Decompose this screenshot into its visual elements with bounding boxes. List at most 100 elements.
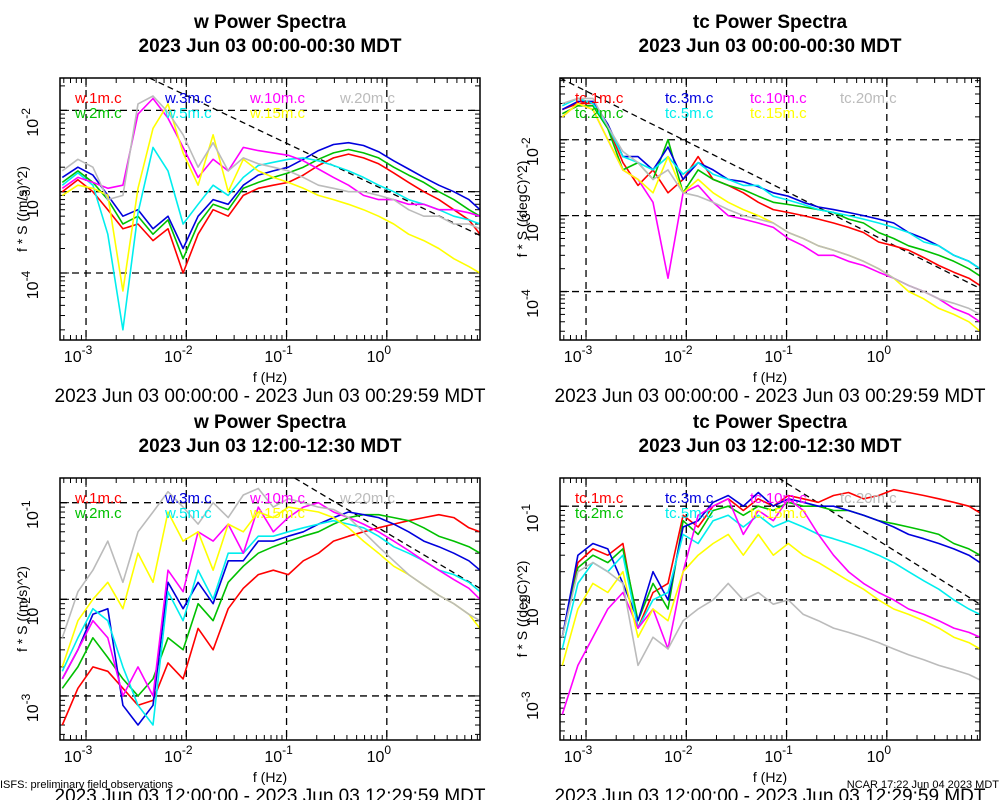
p3-series-3m <box>561 491 980 638</box>
p2-y-tick-label: 10-3 <box>19 693 42 722</box>
p1-y-tick-label: 10-3 <box>519 213 542 242</box>
p2-x-axis-label: f (Hz) <box>253 769 287 785</box>
p2-chart-subtitle: 2023 Jun 03 12:00-12:30 MDT <box>139 436 402 457</box>
p1-series-3m <box>561 100 980 270</box>
p3-y-tick-label: 10-2 <box>519 597 542 626</box>
p0-y-tick-label: 10-3 <box>19 189 42 218</box>
p0-y-tick-label: 10-2 <box>19 108 42 137</box>
p3-time-range: 2023 Jun 03 12:00:00 - 2023 Jun 03 12:29… <box>555 786 986 800</box>
p0-y-tick-label: 10-4 <box>19 270 42 299</box>
p0-y-axis-label: f * S ((m/s)^2) <box>14 166 30 252</box>
p1-y-tick-label: 10-2 <box>519 137 542 166</box>
panel-w-night: w Power Spectra 2023 Jun 03 00:00-00:30 M… <box>14 12 486 407</box>
p1-y-tick-label: 10-4 <box>519 289 542 318</box>
p1-x-tick-label: 10-2 <box>664 343 693 366</box>
p0-chart-subtitle: 2023 Jun 03 00:00-00:30 MDT <box>139 36 402 57</box>
p2-x-tick-label: 10-3 <box>64 743 93 766</box>
p0-legend-5m: w.5m.c <box>164 105 212 122</box>
p2-legend-1m: w.1m.c <box>74 490 122 507</box>
p3-legend-20m: tc.20m.c <box>840 490 897 507</box>
p1-reference-slope-line <box>560 78 980 289</box>
p0-legend-2m: w.2m.c <box>74 105 122 122</box>
p1-legend-10m: tc.10m.c <box>750 90 807 107</box>
p2-y-tick-label: 10-2 <box>19 597 42 626</box>
p0-x-axis-label: f (Hz) <box>253 369 287 385</box>
p0-legend-1m: w.1m.c <box>74 90 122 107</box>
p1-chart-title: tc Power Spectra <box>693 12 848 33</box>
p2-series-10m <box>61 501 480 697</box>
p3-chart-title: tc Power Spectra <box>693 412 848 433</box>
p0-legend-15m: w.15m.c <box>249 105 306 122</box>
p2-legend-2m: w.2m.c <box>74 505 122 522</box>
p2-legend-5m: w.5m.c <box>164 505 212 522</box>
p1-legend-1m: tc.1m.c <box>575 90 624 107</box>
p0-chart-title: w Power Spectra <box>193 12 346 33</box>
p1-legend-3m: tc.3m.c <box>665 90 714 107</box>
footer-left-note: ISFS: preliminary field observations <box>0 779 174 791</box>
p3-plot-frame <box>559 477 981 741</box>
p0-x-tick-label: 10-1 <box>264 343 293 366</box>
p3-x-tick-label: 10-2 <box>664 743 693 766</box>
p1-x-tick-label: 10-3 <box>564 343 593 366</box>
p1-legend-15m: tc.15m.c <box>750 105 807 122</box>
p2-series-5m <box>61 519 480 726</box>
p2-series-3m <box>61 511 480 726</box>
p2-x-tick-label: 10-2 <box>164 743 193 766</box>
p1-legend-2m: tc.2m.c <box>575 105 624 122</box>
p2-time-range: 2023 Jun 03 12:00:00 - 2023 Jun 03 12:29… <box>55 786 486 800</box>
p1-y-axis-label: f * S ((degC)^2) <box>514 161 530 258</box>
p3-x-tick-label: 10-1 <box>764 743 793 766</box>
p0-reference-slope-line <box>149 78 480 236</box>
panel-w-day: w Power Spectra 2023 Jun 03 12:00-12:30 M… <box>14 412 486 800</box>
p1-x-axis-label: f (Hz) <box>753 369 787 385</box>
footer-right-note: NCAR 17:22 Jun 04 2023 MDT <box>847 779 1000 791</box>
p2-x-tick-label: 10-1 <box>264 743 293 766</box>
p2-legend-10m: w.10m.c <box>249 490 306 507</box>
p2-x-tick-label: 100 <box>367 743 392 766</box>
p1-legend-5m: tc.5m.c <box>665 105 714 122</box>
p1-series-2m <box>561 105 980 277</box>
p1-legend-20m: tc.20m.c <box>840 90 897 107</box>
p0-x-tick-label: 100 <box>367 343 392 366</box>
p2-series-20m <box>61 487 480 639</box>
p3-chart-subtitle: 2023 Jun 03 12:00-12:30 MDT <box>639 436 902 457</box>
p3-legend-5m: tc.5m.c <box>665 505 714 522</box>
p2-series-1m <box>61 513 480 726</box>
p0-series-3m <box>61 141 480 250</box>
p0-time-range: 2023 Jun 03 00:00:00 - 2023 Jun 03 00:29… <box>55 386 486 407</box>
p3-series-20m <box>561 561 980 681</box>
p3-x-axis-label: f (Hz) <box>753 769 787 785</box>
p2-y-tick-label: 10-1 <box>19 500 42 529</box>
p0-legend-3m: w.3m.c <box>164 90 212 107</box>
panel-tc-night: tc Power Spectra 2023 Jun 03 00:00-00:30 … <box>514 12 986 407</box>
p0-x-tick-label: 10-2 <box>164 343 193 366</box>
p3-x-tick-label: 100 <box>867 743 892 766</box>
p2-plot-frame <box>59 477 481 741</box>
p1-x-tick-label: 100 <box>867 343 892 366</box>
p0-legend-10m: w.10m.c <box>249 90 306 107</box>
p1-series-20m <box>562 97 980 316</box>
p3-y-axis-label: f * S ((degC)^2) <box>514 561 530 658</box>
p3-legend-2m: tc.2m.c <box>575 505 624 522</box>
p2-legend-15m: w.15m.c <box>249 505 306 522</box>
p2-y-axis-label: f * S ((m/s)^2) <box>14 566 30 652</box>
p2-legend-3m: w.3m.c <box>164 490 212 507</box>
p0-series-5m <box>61 146 480 331</box>
p3-series-10m <box>561 497 980 715</box>
p3-y-tick-label: 10-1 <box>519 504 542 533</box>
p2-series-2m <box>61 513 480 697</box>
p1-chart-subtitle: 2023 Jun 03 00:00-00:30 MDT <box>639 36 902 57</box>
p2-chart-title: w Power Spectra <box>193 412 346 433</box>
p1-series-15m <box>561 102 980 332</box>
p0-series-15m <box>61 103 480 292</box>
p0-legend-20m: w.20m.c <box>339 90 396 107</box>
p3-legend-1m: tc.1m.c <box>575 490 624 507</box>
panel-tc-day: tc Power Spectra 2023 Jun 03 12:00-12:30 … <box>514 412 986 800</box>
p0-x-tick-label: 10-3 <box>64 343 93 366</box>
p0-series-20m <box>61 95 480 230</box>
p3-legend-3m: tc.3m.c <box>665 490 714 507</box>
p3-y-tick-label: 10-3 <box>519 691 542 720</box>
p1-series-5m <box>561 97 980 270</box>
p1-plot-frame <box>559 77 981 341</box>
